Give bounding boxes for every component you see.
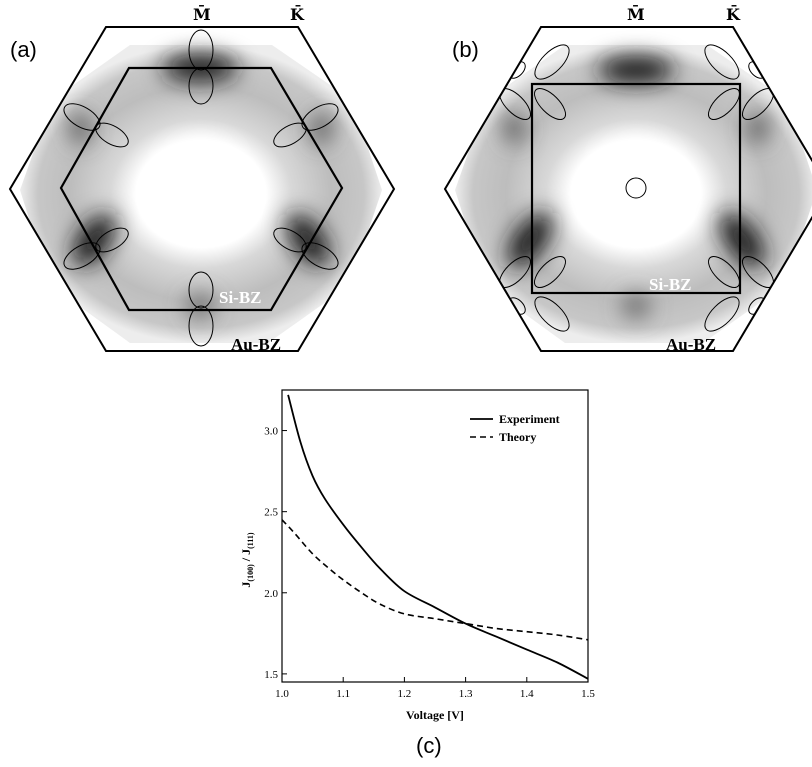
x-axis-label: Voltage [V] (406, 708, 464, 722)
y-axis-label: J(100) / J(111) (239, 532, 255, 587)
k-bar-label-b: K̄ (726, 4, 741, 24)
si-bz-label-a: Si-BZ (219, 288, 262, 307)
panel-label-b: (b) (452, 37, 479, 62)
m-bar-label-a: M̄ (193, 4, 211, 24)
x-tick-label: 1.1 (336, 688, 350, 700)
x-tick-label: 1.2 (398, 688, 412, 700)
au-bz-hexagon-a (8, 26, 396, 352)
k-bar-label-a: K̄ (290, 4, 305, 24)
panel-label-a: (a) (10, 37, 37, 62)
series-experiment-line (287, 394, 588, 680)
si-bz-square-b (530, 82, 742, 295)
si-bz-label-b: Si-BZ (649, 275, 692, 294)
chart-c: 1.0 1.1 1.2 1.3 1.4 1.5 1.5 2.0 2.5 3.0 Experime… (239, 389, 595, 758)
au-bz-label-b: Au-BZ (666, 335, 716, 354)
panel-a: (a) M̄ K̄ Si-BZ Au-BZ (8, 4, 396, 354)
y-ticks: 1.5 2.0 2.5 3.0 (264, 426, 287, 681)
panel-b: (b) M̄ K̄ Si-BZ Au-BZ (443, 4, 812, 354)
x-ticks: 1.0 1.1 1.2 1.3 1.4 1.5 (275, 677, 595, 700)
panel-a-intensity-map (20, 45, 382, 343)
plot-frame (281, 389, 589, 683)
si-bz-hexagon-a (59, 66, 344, 312)
pocket-ellipses-a (63, 29, 339, 347)
legend: Experiment Theory (470, 412, 560, 444)
au-bz-hexagon-b (443, 26, 812, 352)
x-tick-label: 1.5 (581, 688, 595, 700)
au-bz-label-a: Au-BZ (231, 335, 281, 354)
y-tick-label: 1.5 (264, 669, 278, 681)
x-tick-label: 1.0 (275, 688, 289, 700)
y-tick-label: 2.5 (264, 507, 278, 519)
y-tick-label: 3.0 (264, 426, 278, 438)
x-tick-label: 1.3 (459, 688, 473, 700)
y-tick-label: 2.0 (264, 588, 278, 600)
panel-b-intensity-map (455, 44, 812, 343)
legend-theory-label: Theory (499, 430, 536, 444)
panel-label-c: (c) (416, 733, 442, 758)
m-bar-label-b: M̄ (627, 4, 645, 24)
x-tick-label: 1.4 (520, 688, 534, 700)
series-theory-line (282, 519, 588, 641)
legend-experiment-label: Experiment (499, 412, 560, 426)
